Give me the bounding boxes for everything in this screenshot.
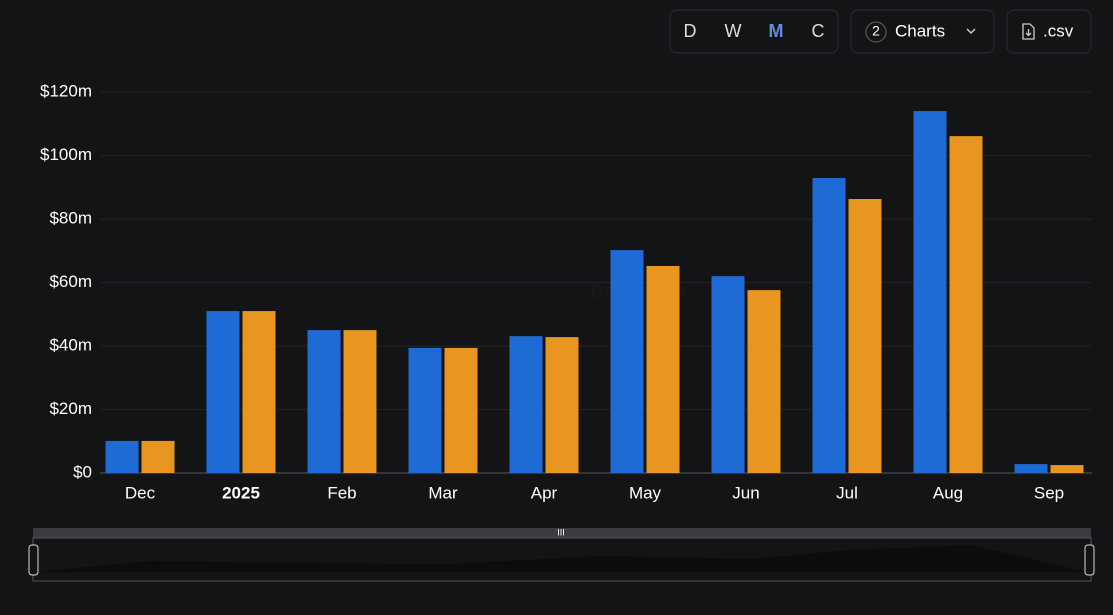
bar [949,136,983,473]
bar [646,265,680,473]
bar [848,198,882,473]
x-tick-label: Aug [933,483,963,502]
interval-button[interactable]: W [725,21,742,41]
csv-label: .csv [1043,21,1074,40]
charts-label: Charts [895,21,945,40]
bar [812,178,846,474]
interval-button[interactable]: M [769,21,784,41]
x-tick-label: Feb [327,483,356,502]
x-tick-label: May [629,483,662,502]
y-tick-label: $120m [40,81,92,100]
bar [206,311,240,473]
bar [509,336,543,473]
interval-button[interactable]: C [812,21,825,41]
slider-handle-right[interactable] [1084,544,1095,576]
y-tick-label: $100m [40,145,92,164]
x-tick-label: Mar [428,483,458,502]
bar [141,440,175,473]
bar [747,290,781,473]
y-tick-label: $60m [49,272,92,291]
slider-handle-left[interactable] [28,544,39,576]
interval-button[interactable]: D [684,21,697,41]
y-tick-label: $0 [73,462,92,481]
chevron [966,28,976,35]
y-tick-label: $40m [49,335,92,354]
y-tick-label: $80m [49,208,92,227]
count-badge [865,21,887,43]
slider-grip: III [557,527,565,537]
x-tick-label: Jun [732,483,759,502]
y-tick-label: $20m [49,399,92,418]
download-icon [1022,23,1035,40]
csv-button[interactable] [1006,9,1092,54]
x-tick-label: Apr [531,483,558,502]
bar [1050,465,1084,473]
bar [610,250,644,473]
charts-count: 2 [872,23,880,39]
bar [408,347,442,473]
bar [1014,464,1048,473]
x-tick-label: 2025 [222,483,260,502]
slider-preview [34,545,1088,572]
bar [242,311,276,473]
slider-track[interactable] [33,528,1091,538]
x-tick-label: Sep [1034,483,1064,502]
charts-button[interactable] [850,9,995,54]
bar [343,330,377,473]
bar [913,111,947,474]
x-tick-label: Jul [836,483,858,502]
bar [307,330,341,473]
bar [444,347,478,473]
bar [545,337,579,473]
bar [105,440,139,473]
x-tick-label: Dec [125,483,156,502]
interval-group [669,9,839,54]
bar [711,276,745,473]
